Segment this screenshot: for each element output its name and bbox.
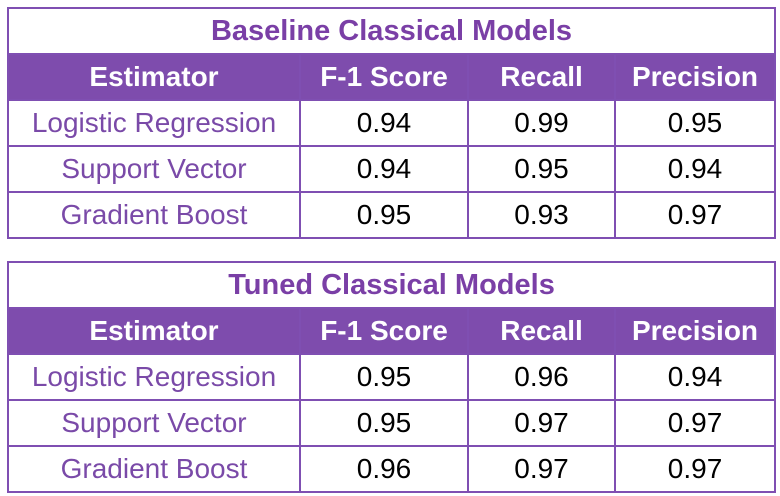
estimator-name: Logistic Regression xyxy=(7,99,301,147)
table-header-row: Estimator F-1 Score Recall Precision xyxy=(7,307,777,355)
precision-value: 0.97 xyxy=(614,191,776,239)
recall-value: 0.93 xyxy=(467,191,616,239)
f1-score-value: 0.95 xyxy=(299,353,469,401)
precision-value: 0.97 xyxy=(613,399,777,447)
estimator-name: Support Vector xyxy=(7,399,301,447)
recall-value: 0.96 xyxy=(467,353,616,401)
table-row: Gradient Boost 0.95 0.93 0.97 xyxy=(7,191,776,239)
tuned-models-table: Tuned Classical Models Estimator F-1 Sco… xyxy=(6,261,777,493)
table-title: Baseline Classical Models xyxy=(7,7,776,55)
table-row: Gradient Boost 0.96 0.97 0.97 xyxy=(7,445,777,493)
f1-score-value: 0.96 xyxy=(299,445,469,493)
table-header-row: Estimator F-1 Score Recall Precision xyxy=(7,53,776,101)
estimator-name: Gradient Boost xyxy=(7,445,301,493)
recall-value: 0.97 xyxy=(467,445,616,493)
column-header-recall: Recall xyxy=(467,53,616,101)
precision-value: 0.95 xyxy=(614,99,776,147)
table-row: Support Vector 0.94 0.95 0.94 xyxy=(7,145,776,193)
f1-score-value: 0.95 xyxy=(299,399,469,447)
precision-value: 0.97 xyxy=(613,445,777,493)
f1-score-value: 0.94 xyxy=(299,145,469,193)
recall-value: 0.97 xyxy=(467,399,616,447)
f1-score-value: 0.95 xyxy=(299,191,469,239)
table-title-row: Tuned Classical Models xyxy=(6,261,777,309)
table-row: Logistic Regression 0.94 0.99 0.95 xyxy=(7,99,776,147)
table-row: Support Vector 0.95 0.97 0.97 xyxy=(7,399,777,447)
column-header-estimator: Estimator xyxy=(7,53,301,101)
table-row: Logistic Regression 0.95 0.96 0.94 xyxy=(7,353,777,401)
table-title: Tuned Classical Models xyxy=(6,261,777,309)
column-header-precision: Precision xyxy=(613,307,777,355)
estimator-name: Gradient Boost xyxy=(7,191,301,239)
column-header-f1-score: F-1 Score xyxy=(299,53,469,101)
f1-score-value: 0.94 xyxy=(299,99,469,147)
precision-value: 0.94 xyxy=(614,145,776,193)
baseline-models-table: Baseline Classical Models Estimator F-1 … xyxy=(7,7,776,239)
column-header-recall: Recall xyxy=(467,307,616,355)
recall-value: 0.95 xyxy=(467,145,616,193)
table-title-row: Baseline Classical Models xyxy=(7,7,776,55)
estimator-name: Support Vector xyxy=(7,145,301,193)
precision-value: 0.94 xyxy=(613,353,777,401)
column-header-f1-score: F-1 Score xyxy=(299,307,469,355)
estimator-name: Logistic Regression xyxy=(7,353,301,401)
recall-value: 0.99 xyxy=(467,99,616,147)
column-header-estimator: Estimator xyxy=(7,307,301,355)
column-header-precision: Precision xyxy=(614,53,776,101)
